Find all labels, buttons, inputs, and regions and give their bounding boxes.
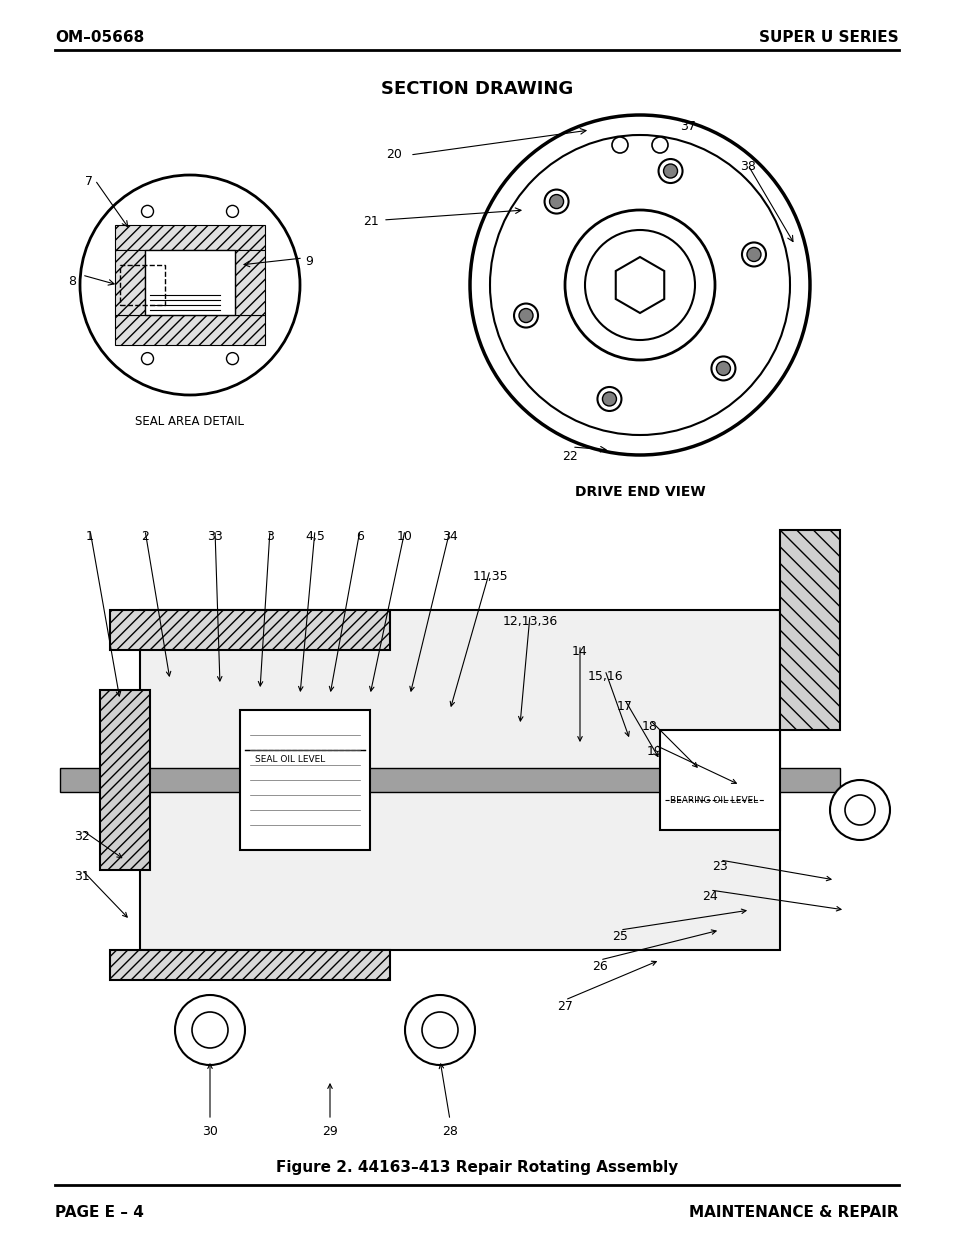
- Circle shape: [549, 195, 563, 209]
- Text: 38: 38: [740, 161, 755, 173]
- Bar: [110, 950, 390, 981]
- Text: 32: 32: [74, 830, 90, 844]
- Circle shape: [518, 309, 533, 322]
- Text: 33: 33: [207, 530, 223, 543]
- Circle shape: [174, 995, 245, 1065]
- Text: 10: 10: [396, 530, 413, 543]
- Text: 4,5: 4,5: [305, 530, 325, 543]
- Circle shape: [651, 137, 667, 153]
- Text: 30: 30: [202, 1125, 217, 1137]
- Circle shape: [658, 159, 681, 183]
- Text: 18: 18: [641, 720, 658, 734]
- Circle shape: [711, 357, 735, 380]
- Circle shape: [716, 362, 730, 375]
- Text: 2: 2: [141, 530, 149, 543]
- Text: 9: 9: [305, 254, 313, 268]
- Text: 34: 34: [441, 530, 457, 543]
- Text: 1: 1: [86, 530, 93, 543]
- Text: 29: 29: [322, 1125, 337, 1137]
- Bar: [100, 690, 150, 869]
- Text: 37: 37: [679, 120, 695, 133]
- Text: SEAL AREA DETAIL: SEAL AREA DETAIL: [135, 415, 244, 429]
- Text: SUPER U SERIES: SUPER U SERIES: [759, 30, 898, 44]
- Bar: [115, 315, 265, 345]
- Text: 31: 31: [74, 869, 90, 883]
- Text: 8: 8: [68, 275, 76, 288]
- Text: 26: 26: [592, 960, 607, 973]
- Bar: [115, 249, 145, 315]
- Text: 25: 25: [612, 930, 627, 944]
- Circle shape: [612, 137, 627, 153]
- Text: 20: 20: [386, 148, 401, 161]
- Text: 23: 23: [711, 860, 727, 873]
- Text: 15,16: 15,16: [587, 671, 622, 683]
- Bar: [120, 266, 165, 305]
- Text: DRIVE END VIEW: DRIVE END VIEW: [574, 485, 704, 499]
- Circle shape: [602, 391, 616, 406]
- Bar: [780, 530, 840, 730]
- Text: 12,13,36: 12,13,36: [502, 615, 558, 629]
- Circle shape: [192, 1011, 228, 1049]
- Circle shape: [746, 247, 760, 262]
- Text: 7: 7: [85, 175, 92, 188]
- Polygon shape: [615, 257, 663, 312]
- Text: MAINTENANCE & REPAIR: MAINTENANCE & REPAIR: [689, 1205, 898, 1220]
- Bar: [115, 225, 265, 249]
- Bar: [145, 249, 234, 315]
- Circle shape: [544, 189, 568, 214]
- Text: PAGE E – 4: PAGE E – 4: [55, 1205, 144, 1220]
- Text: OM–05668: OM–05668: [55, 30, 144, 44]
- Text: 21: 21: [363, 215, 378, 228]
- Circle shape: [829, 781, 889, 840]
- Text: 11,35: 11,35: [472, 571, 507, 583]
- Text: SECTION DRAWING: SECTION DRAWING: [380, 80, 573, 98]
- Text: 14: 14: [572, 645, 587, 658]
- Text: 3: 3: [266, 530, 274, 543]
- Bar: [140, 610, 780, 950]
- Circle shape: [663, 164, 677, 178]
- Text: Figure 2. 44163–413 Repair Rotating Assembly: Figure 2. 44163–413 Repair Rotating Asse…: [275, 1160, 678, 1174]
- Circle shape: [741, 242, 765, 267]
- Text: 22: 22: [561, 450, 578, 463]
- Text: 17: 17: [617, 700, 632, 713]
- Circle shape: [514, 304, 537, 327]
- Bar: [60, 768, 840, 792]
- Text: SEAL OIL LEVEL: SEAL OIL LEVEL: [254, 755, 325, 764]
- Text: 28: 28: [441, 1125, 457, 1137]
- Text: 27: 27: [557, 1000, 573, 1013]
- Text: 24: 24: [701, 890, 717, 903]
- Circle shape: [564, 210, 714, 359]
- Bar: [115, 225, 265, 345]
- Bar: [659, 730, 780, 830]
- Circle shape: [421, 1011, 457, 1049]
- Circle shape: [597, 387, 620, 411]
- Circle shape: [405, 995, 475, 1065]
- Bar: [240, 710, 370, 850]
- Bar: [110, 610, 390, 650]
- Text: 19: 19: [646, 745, 662, 758]
- Bar: [234, 249, 265, 315]
- Circle shape: [844, 795, 874, 825]
- Text: BEARING OIL LEVEL: BEARING OIL LEVEL: [669, 797, 758, 805]
- Text: 6: 6: [355, 530, 363, 543]
